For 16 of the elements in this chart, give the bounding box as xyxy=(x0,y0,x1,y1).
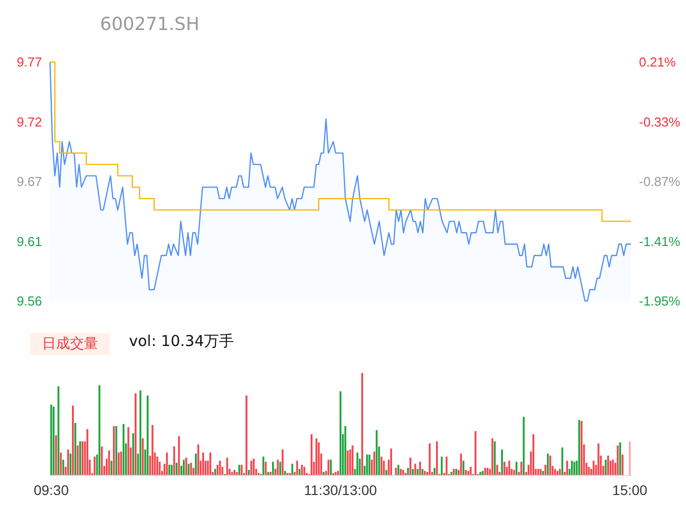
y-tick-label: 9.56 xyxy=(16,294,42,308)
y2-tick-label: -0.87% xyxy=(639,174,681,189)
y2-tick-label: -1.95% xyxy=(639,294,681,308)
x-tick-label: 15:00 xyxy=(612,482,648,498)
chart-title: 600271.SH xyxy=(100,14,200,35)
x-tick-label: 09:30 xyxy=(34,482,69,498)
y2-tick-label: 0.21% xyxy=(639,54,676,70)
chart-title: 日成交量 xyxy=(30,333,110,355)
y2-tick-label: -1.41% xyxy=(639,234,681,249)
x-tick-label: 11:30/13:00 xyxy=(304,482,378,498)
y-tick-label: 9.72 xyxy=(16,114,42,130)
chart-subtitle: vol: 10.34万手 xyxy=(129,332,234,351)
y-tick-label: 9.77 xyxy=(16,54,42,70)
y-tick-label: 9.61 xyxy=(16,234,42,249)
y-tick-label: 9.67 xyxy=(16,174,42,189)
y2-tick-label: -0.33% xyxy=(639,114,681,130)
